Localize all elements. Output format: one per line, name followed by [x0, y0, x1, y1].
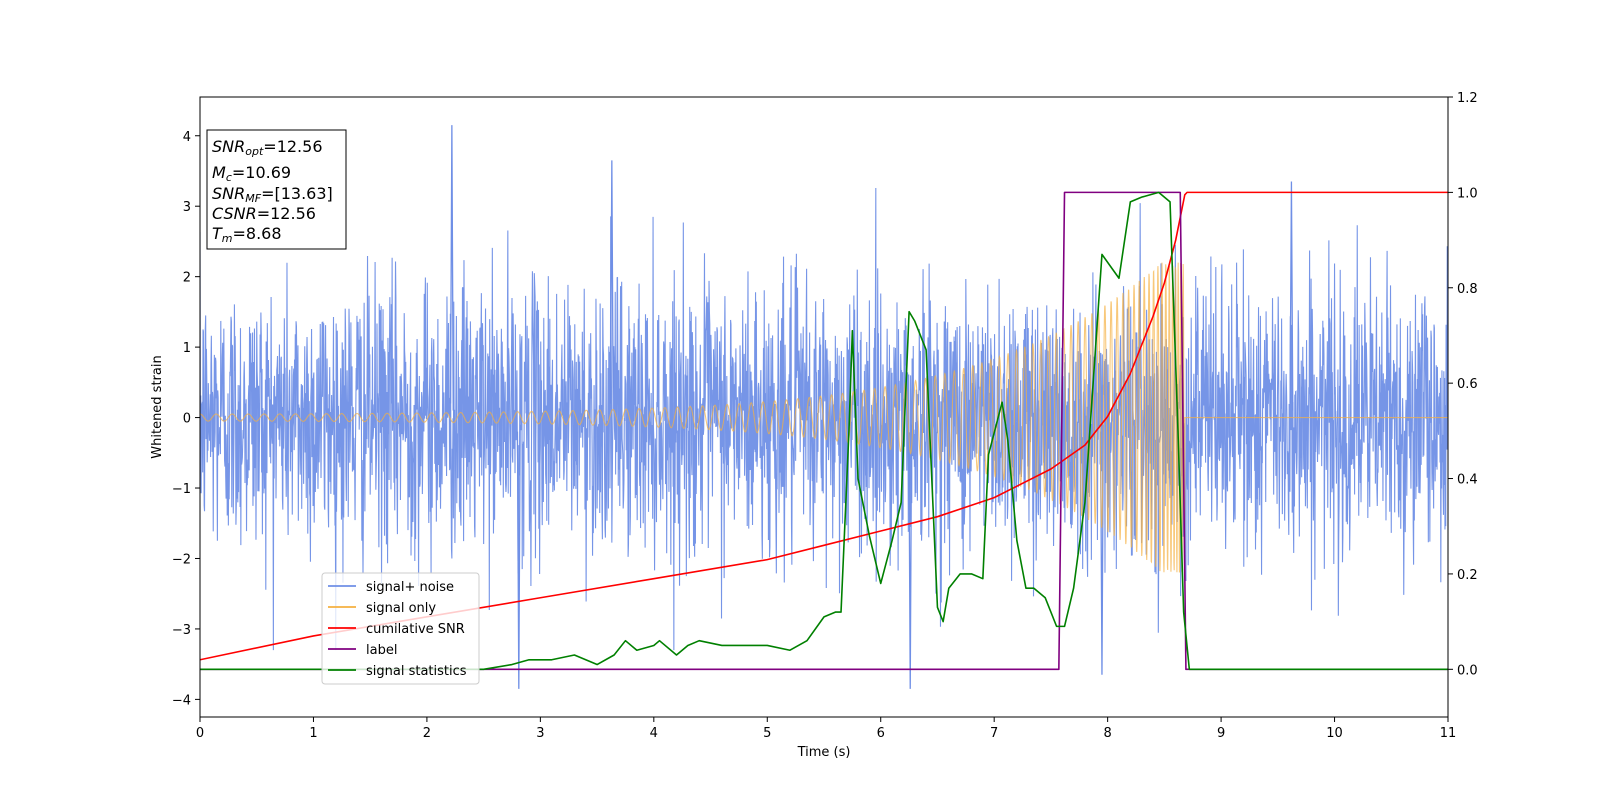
legend: signal+ noise signal only cumilative SNR la…	[321, 572, 480, 685]
legend-label: signal only	[366, 601, 436, 616]
annotation-subscript: m	[222, 232, 233, 245]
annotation-subscript: MF	[245, 192, 261, 205]
y-right-tick-label: 0.4	[1457, 473, 1478, 488]
y-left-tick-label: 0	[183, 412, 191, 427]
series-signal-noise-spike	[1289, 181, 1294, 411]
y-right-tick-label: 1.2	[1457, 91, 1478, 106]
annotation-symbol: M	[212, 163, 226, 182]
annotation-line: SNRopt=12.56	[212, 137, 323, 158]
series-layer	[200, 125, 1448, 689]
annotation-value: =8.68	[233, 224, 282, 243]
annotation-symbol: SNR	[212, 137, 245, 156]
x-tick-label: 6	[877, 726, 885, 741]
x-tick-label: 0	[196, 726, 204, 741]
x-tick-label: 5	[763, 726, 771, 741]
y-right-tick-label: 1.0	[1457, 186, 1478, 201]
x-tick-label: 3	[536, 726, 544, 741]
annotation-line: SNRMF=[13.63]	[212, 184, 333, 205]
series-signal-noise-spike	[609, 160, 614, 411]
y-left-tick-label: 4	[183, 130, 191, 145]
y-left-tick-label: 3	[183, 200, 191, 215]
y-right-tick-label: 0.6	[1457, 377, 1478, 392]
x-tick-label: 7	[990, 726, 998, 741]
series-signal-only-line	[200, 262, 1448, 573]
series-signal-noise-spike	[449, 125, 454, 411]
annotation-symbol: SNR	[212, 184, 245, 203]
annotation-frame	[206, 129, 347, 250]
x-tick-label: 1	[309, 726, 317, 741]
y-left-tick-label: −2	[172, 552, 191, 567]
x-axis-label: Time (s)	[797, 745, 851, 760]
x-tick-label: 10	[1326, 726, 1343, 741]
annotation-value: =12.56	[263, 137, 322, 156]
annotation-value: =10.69	[232, 163, 291, 182]
annotation-line: Tm=8.68	[212, 224, 282, 245]
plot-frame	[199, 96, 1449, 718]
y-left-tick-label: −4	[172, 693, 191, 708]
legend-label: label	[366, 643, 397, 658]
y-left-tick-label: 1	[183, 341, 191, 356]
annotation-subscript: opt	[245, 145, 264, 158]
series-cumulative-snr-line	[200, 191, 1448, 661]
annotation-line: Mc=10.69	[212, 163, 291, 184]
legend-label: signal+ noise	[366, 580, 454, 595]
series-signal-noise-spike	[516, 424, 521, 689]
x-tick-label: 9	[1217, 726, 1225, 741]
y-right-tick-label: 0.2	[1457, 568, 1478, 583]
annotation-value: =[13.63]	[261, 184, 333, 203]
annotation-line: CSNR=12.56	[212, 204, 316, 223]
legend-frame	[321, 572, 480, 685]
series-signal-statistics-line	[200, 191, 1448, 671]
x-tick-label: 4	[650, 726, 658, 741]
y-axis-label: Whitened strain	[150, 355, 165, 458]
annotation-box: SNRopt=12.56Mc=10.69SNRMF=[13.63]CSNR=12…	[206, 129, 347, 250]
x-tick-label: 2	[423, 726, 431, 741]
series-signal-noise-line	[200, 187, 1448, 651]
y-left-tick-label: −1	[172, 482, 191, 497]
annotation-value: =12.56	[257, 204, 316, 223]
y-right-tick-label: 0.0	[1457, 663, 1478, 678]
axes-layer: 0 1 2 3 4 5 6 7 8 9 10 1143210−1−2−3−41.21.00.80.60…	[172, 91, 1478, 741]
legend-label: cumilative SNR	[366, 622, 465, 637]
y-left-tick-label: 2	[183, 271, 191, 286]
series-signal-noise-spike	[908, 424, 913, 689]
y-left-tick-label: −3	[172, 623, 191, 638]
x-tick-label: 11	[1440, 726, 1457, 741]
x-tick-label: 8	[1103, 726, 1111, 741]
y-right-tick-label: 0.8	[1457, 282, 1478, 297]
annotation-symbol: T	[212, 224, 223, 243]
annotation-symbol: CSNR	[212, 204, 257, 223]
legend-label: signal statistics	[366, 664, 467, 679]
annotation-subscript: c	[226, 171, 232, 184]
